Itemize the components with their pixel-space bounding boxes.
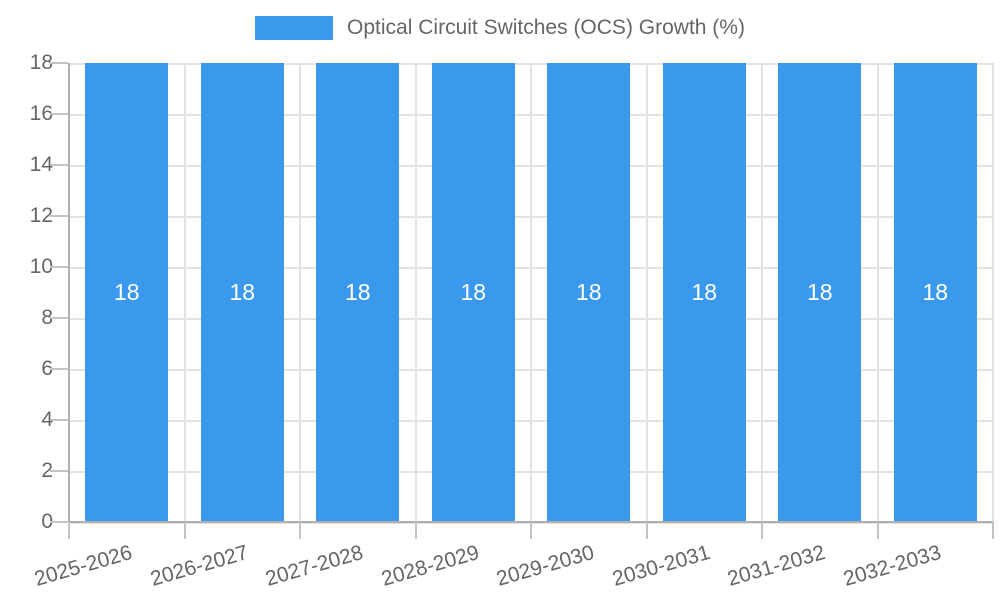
x-gridline [414,63,417,522]
bar-2027-2028: 18 [316,63,400,522]
x-axis-tick-label: 2025-2026 [32,541,136,591]
x-axis-tick-label: 2030-2031 [609,541,713,591]
bar-value-label: 18 [691,279,718,305]
x-axis-tick-label: 2031-2032 [725,541,829,591]
x-gridline [183,63,186,522]
chart-legend: Optical Circuit Switches (OCS) Growth (%… [0,16,1000,40]
bar-value-label: 18 [922,279,949,305]
x-gridline [530,63,532,522]
y-axis-tick-mark [50,521,68,523]
x-axis-tick-mark [299,522,301,539]
bar-2029-2030: 18 [547,63,631,522]
x-gridline [992,63,994,522]
x-axis-tick-label: 2029-2030 [494,541,598,591]
y-axis-tick-label: 10 [29,255,53,278]
y-axis-tick-label: 4 [41,408,53,431]
x-axis-tick-label: 2028-2029 [378,541,482,591]
x-gridline [299,63,301,522]
y-axis-tick-mark [50,368,68,370]
bar-value-label: 18 [113,279,140,305]
x-axis-tick-mark [530,522,532,539]
x-axis-tick-label: 2032-2033 [840,541,944,591]
x-axis-tick-label: 2026-2027 [147,541,251,591]
y-axis-tick-label: 6 [41,357,53,380]
x-axis-tick-mark [761,522,763,539]
bar-2028-2029: 18 [431,63,515,522]
bar-value-label: 18 [229,279,256,305]
y-axis-tick-mark [50,317,68,319]
y-axis-tick-label: 0 [41,510,53,533]
bar-value-label: 18 [344,279,371,305]
bar-value-label: 18 [575,279,602,305]
y-axis-tick-label: 8 [41,306,53,329]
y-axis-tick-mark [50,470,68,472]
y-axis-tick-label: 14 [29,153,53,176]
y-axis-tick-mark [50,113,68,115]
y-axis-tick-label: 16 [29,102,53,125]
bar-2030-2031: 18 [662,63,746,522]
y-axis-tick-label: 12 [29,204,53,227]
x-axis-tick-mark [414,522,417,539]
x-axis-tick-label: 2027-2028 [263,541,367,591]
y-axis-tick-label: 2 [41,459,53,482]
legend-item-ocs-growth[interactable]: Optical Circuit Switches (OCS) Growth (%… [255,16,745,40]
x-axis-tick-mark [68,522,70,539]
x-axis-tick-mark [645,522,648,539]
plot-area: 18 18 18 18 18 18 18 18 [68,63,994,524]
legend-label: Optical Circuit Switches (OCS) Growth (%… [347,16,745,39]
bar-2026-2027: 18 [200,63,284,522]
y-axis-tick-mark [50,419,68,421]
y-axis-tick-label: 18 [29,51,53,74]
y-axis-tick-mark [50,215,68,217]
x-axis-tick-mark [992,522,994,539]
y-axis-tick-mark [50,266,68,268]
x-gridline [761,63,763,522]
x-axis-tick-mark [183,522,186,539]
bar-2031-2032: 18 [778,63,862,522]
bar-2032-2033: 18 [893,63,977,522]
bar-value-label: 18 [460,279,487,305]
x-axis-tick-mark [876,522,879,539]
x-gridline [876,63,879,522]
y-axis-tick-mark [50,164,68,166]
legend-swatch [255,16,334,40]
y-axis-line [68,63,70,522]
x-gridline [645,63,648,522]
bar-value-label: 18 [806,279,833,305]
bar-2025-2026: 18 [85,63,169,522]
y-axis-tick-mark [50,62,68,64]
